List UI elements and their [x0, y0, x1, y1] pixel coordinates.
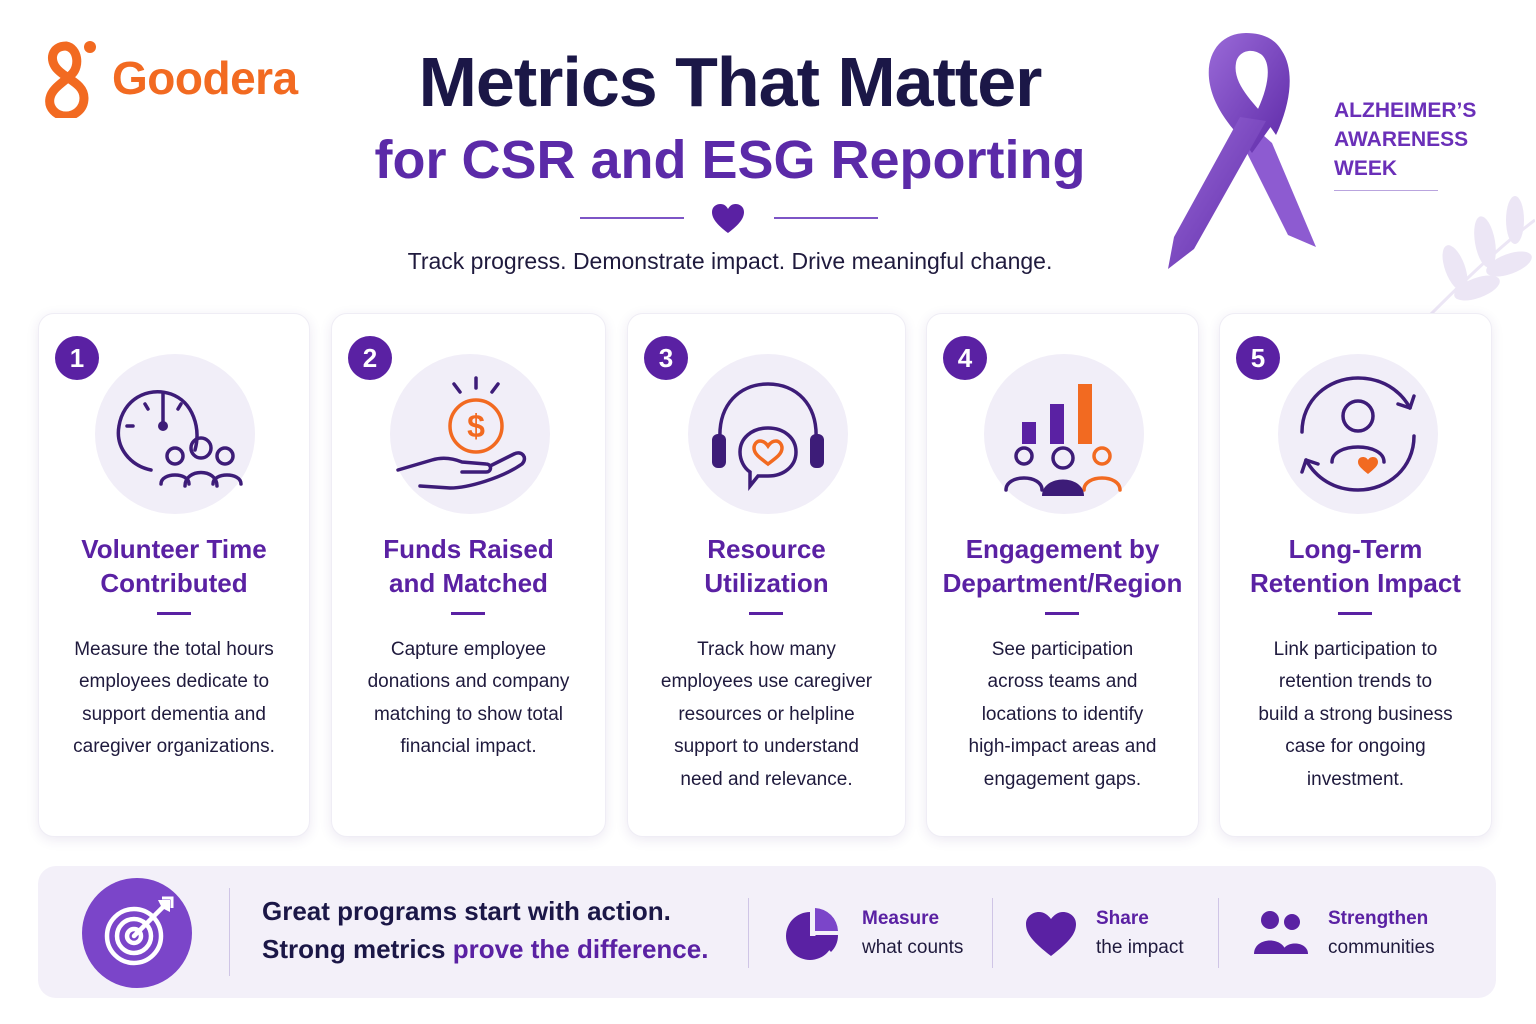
- title-divider-left: [580, 217, 684, 219]
- banner-item-label: Measure: [862, 908, 940, 929]
- clock-people-icon: [95, 354, 255, 514]
- awareness-ribbon-icon: [1168, 33, 1316, 269]
- bar-chart-people-icon: [984, 354, 1144, 514]
- card-description: See participation across teams and locat…: [968, 639, 1157, 790]
- awareness-line-3: WEEK: [1334, 157, 1397, 180]
- awareness-line-2: AWARENESS: [1334, 128, 1469, 151]
- decorative-leaves-icon: [1423, 196, 1535, 322]
- tagline: Track progress. Demonstrate impact. Driv…: [407, 248, 1053, 274]
- card-title: Resource Utilization: [704, 534, 829, 598]
- target-icon: [82, 878, 192, 988]
- people-icon: [1254, 911, 1308, 954]
- banner-item-sub: the impact: [1096, 937, 1184, 958]
- metric-card-resource-utilization: 3 Resource Utilization Track how many em…: [627, 313, 906, 837]
- card-rule: [451, 612, 485, 615]
- card-number: 2: [348, 336, 392, 380]
- card-rule: [1045, 612, 1079, 615]
- card-number: 5: [1236, 336, 1280, 380]
- banner-item-sub: communities: [1328, 937, 1435, 958]
- metric-card-engagement: 4 Engagement by Department/Region See pa…: [926, 313, 1199, 837]
- person-cycle-icon: [1278, 354, 1438, 514]
- card-number: 4: [943, 336, 987, 380]
- card-description: Link participation to retention trends t…: [1258, 639, 1453, 790]
- svg-text:$: $: [467, 408, 485, 444]
- card-number: 3: [644, 336, 688, 380]
- card-rule: [1338, 612, 1372, 615]
- card-description: Capture employee donations and company m…: [367, 639, 570, 758]
- banner-headline-2: Strong metrics prove the difference.: [262, 934, 709, 964]
- heart-icon: [1026, 912, 1076, 956]
- banner-headline-1: Great programs start with action.: [262, 896, 671, 926]
- page-subtitle: for CSR and ESG Reporting: [374, 130, 1086, 190]
- brand-logo: Goodera: [40, 38, 298, 118]
- brand-name: Goodera: [112, 52, 298, 104]
- card-title: Engagement by Department/Region: [942, 534, 1183, 598]
- banner-divider: [229, 888, 230, 976]
- card-description: Measure the total hours employees dedica…: [73, 639, 275, 758]
- banner-divider: [992, 898, 993, 968]
- pie-chart-icon: [786, 908, 839, 960]
- banner-item-label: Share: [1096, 908, 1149, 929]
- banner-accent-text: prove the difference.: [452, 934, 709, 964]
- awareness-label: ALZHEIMER’S AWARENESS WEEK: [1334, 96, 1476, 183]
- card-description: Track how many employees use caregiver r…: [660, 639, 873, 790]
- card-rule: [749, 612, 783, 615]
- hand-coin-icon: $: [390, 354, 550, 514]
- heart-divider-icon: [712, 204, 744, 233]
- banner-item-sub: what counts: [862, 937, 964, 958]
- metric-card-volunteer-time: 1 Volunteer Time Contributed Measure the: [38, 313, 310, 837]
- card-number: 1: [55, 336, 99, 380]
- page-title: Metrics That Matter: [418, 43, 1043, 121]
- banner-divider: [1218, 898, 1219, 968]
- title-divider-right: [774, 217, 878, 219]
- awareness-underline: [1334, 190, 1438, 191]
- card-title: Volunteer Time Contributed: [81, 534, 267, 598]
- banner-item-label: Strengthen: [1328, 908, 1429, 929]
- metric-card-funds-raised: 2 $ Funds Raised and Matched Capture emp…: [331, 313, 606, 837]
- banner-divider: [748, 898, 749, 968]
- card-title: Long-Term Retention Impact: [1250, 534, 1461, 598]
- metric-card-retention: 5 Long-Term Retention Impact Link partic…: [1219, 313, 1492, 837]
- card-rule: [157, 612, 191, 615]
- headset-heart-icon: [688, 354, 848, 514]
- card-title: Funds Raised and Matched: [383, 534, 554, 598]
- awareness-line-1: ALZHEIMER’S: [1334, 99, 1477, 122]
- bottom-banner: [38, 866, 1496, 998]
- goodera-logo-icon: [45, 41, 96, 118]
